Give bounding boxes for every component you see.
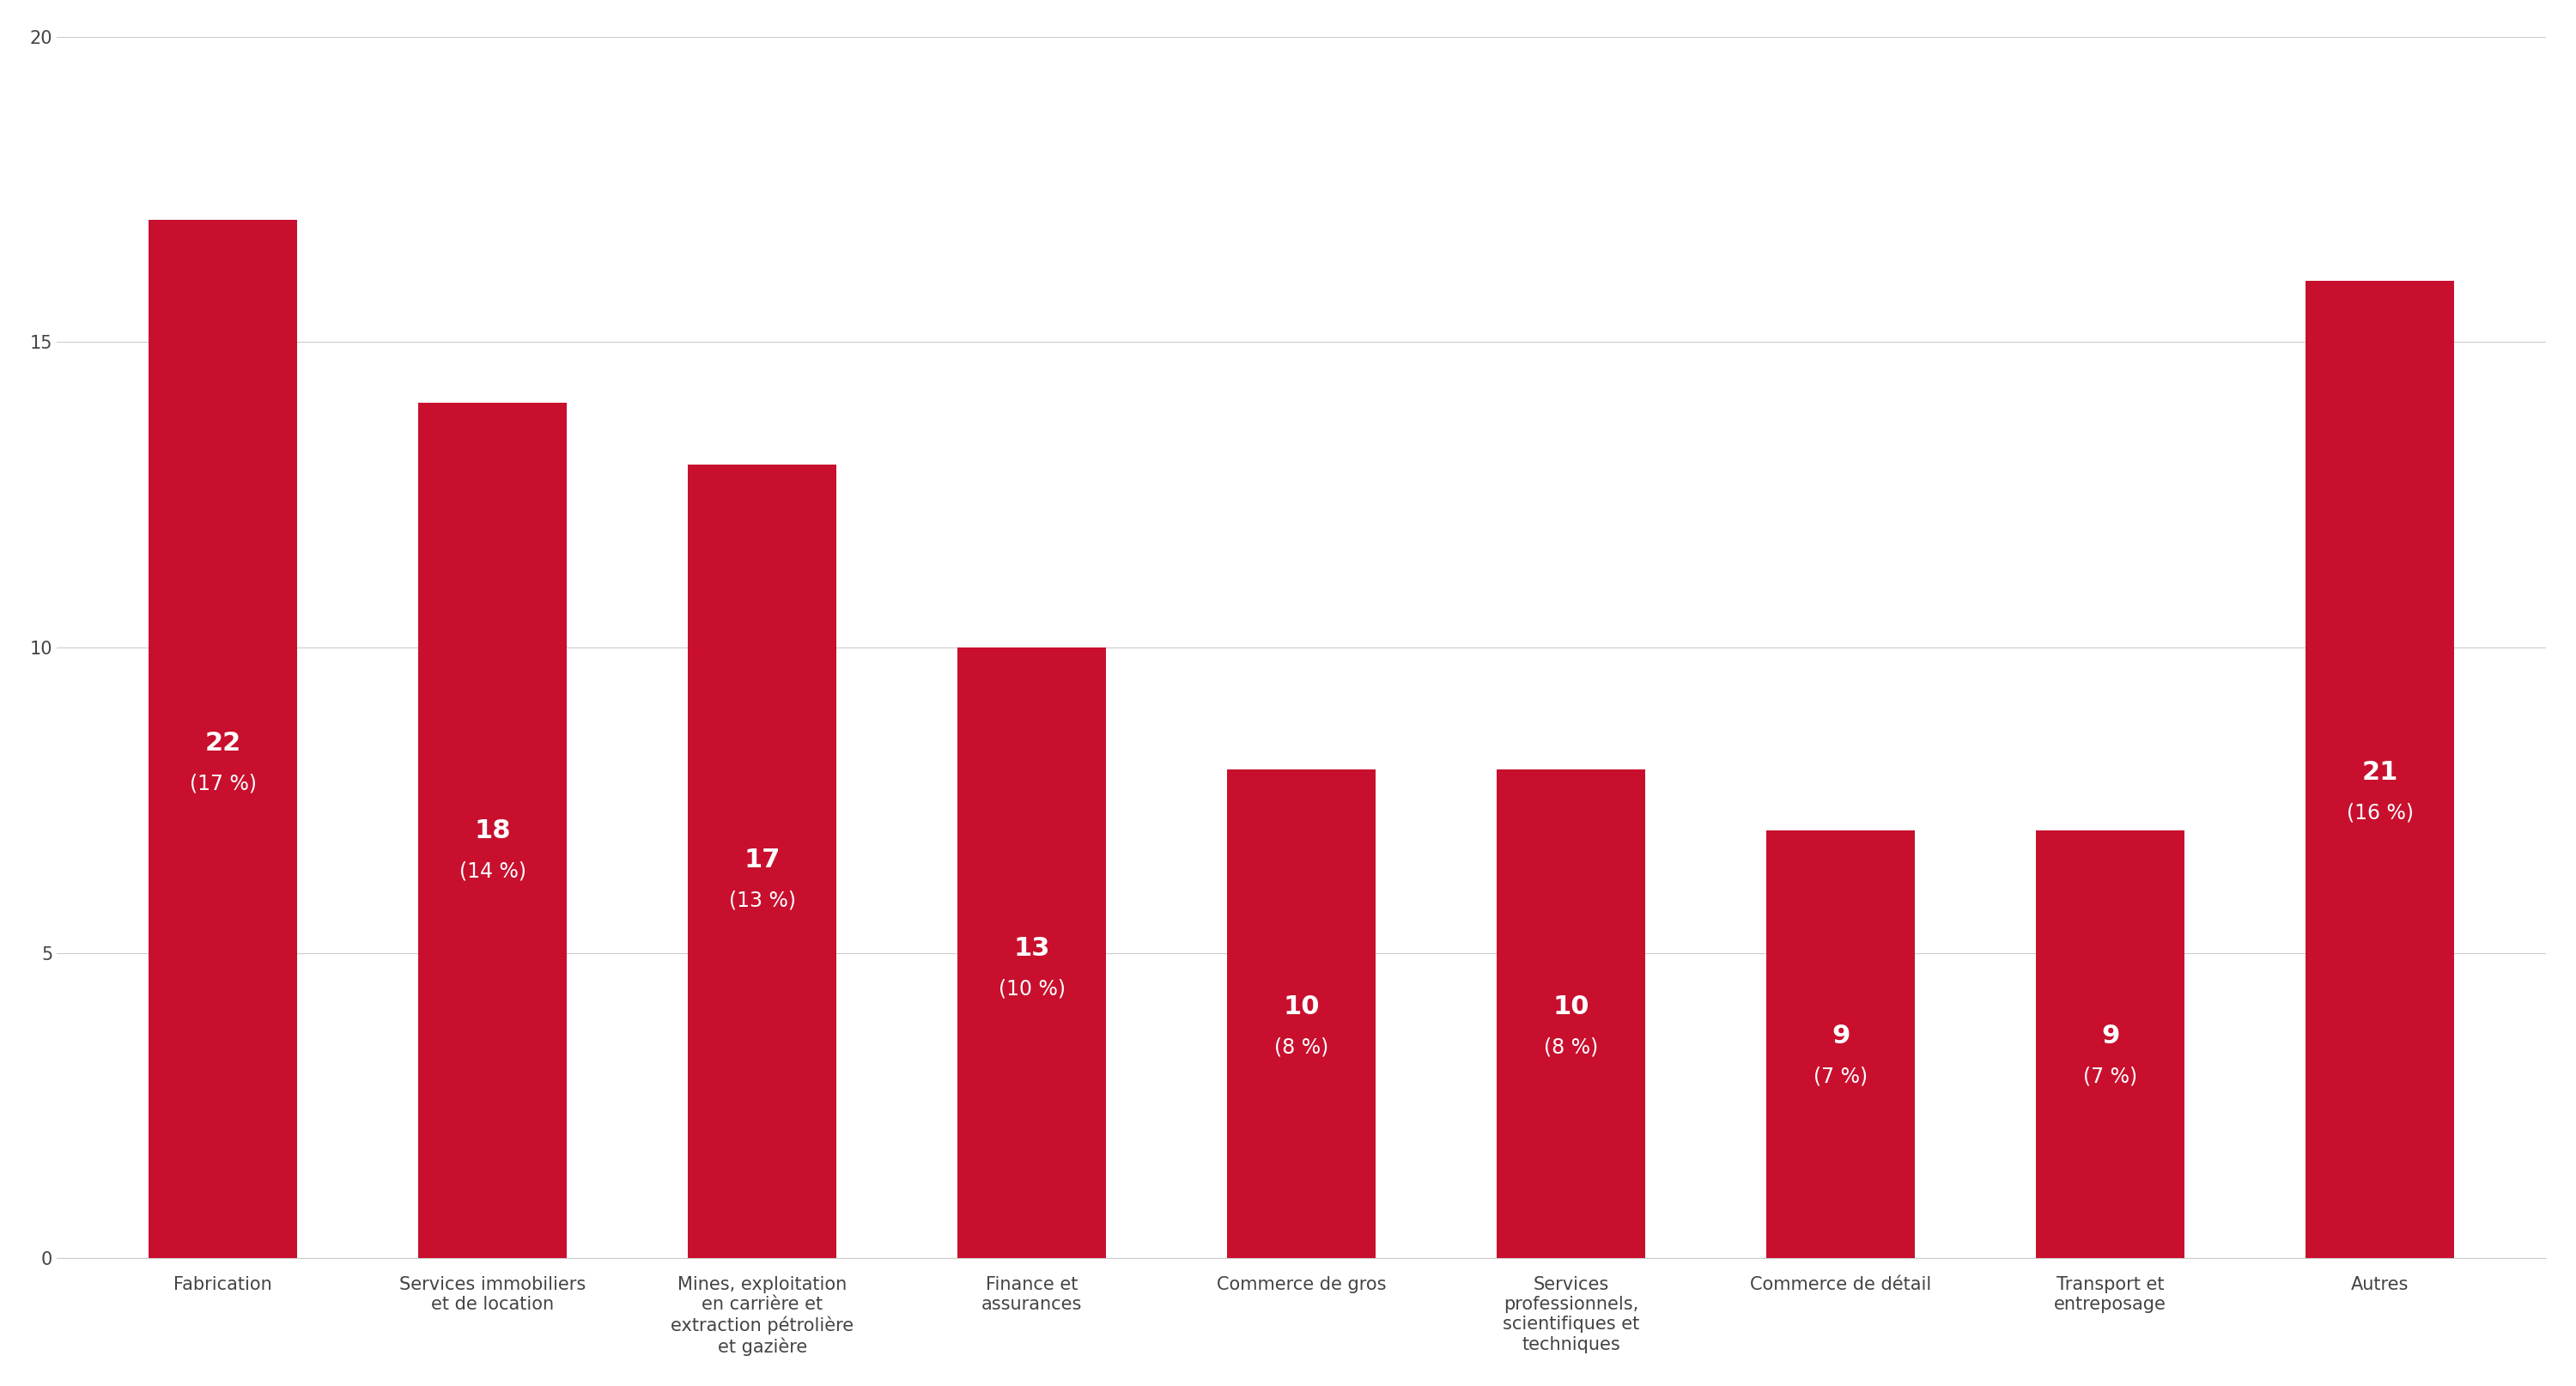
Text: (17 %): (17 %) (191, 773, 258, 794)
Text: (16 %): (16 %) (2347, 802, 2414, 823)
Bar (1226, 769, 1376, 1258)
Text: 13: 13 (1015, 936, 1051, 960)
Bar (417, 403, 567, 1258)
Text: (14 %): (14 %) (459, 861, 526, 881)
Bar (2035, 830, 2184, 1258)
Text: 17: 17 (744, 848, 781, 873)
Text: 9: 9 (2102, 1024, 2120, 1049)
Text: 9: 9 (1832, 1024, 1850, 1049)
Text: (8 %): (8 %) (1275, 1037, 1329, 1058)
Bar (1497, 769, 1646, 1258)
Text: 10: 10 (1283, 995, 1319, 1019)
Bar (1767, 830, 1914, 1258)
Bar (688, 464, 837, 1258)
Text: 18: 18 (474, 819, 510, 844)
Bar (2306, 281, 2455, 1258)
Text: 22: 22 (206, 730, 242, 755)
Text: (7 %): (7 %) (2084, 1066, 2138, 1087)
Bar (958, 647, 1105, 1258)
Text: 10: 10 (1553, 995, 1589, 1019)
Text: (7 %): (7 %) (1814, 1066, 1868, 1087)
Text: (10 %): (10 %) (999, 979, 1066, 999)
Text: 21: 21 (2362, 760, 2398, 784)
Bar (149, 220, 296, 1258)
Text: (13 %): (13 %) (729, 890, 796, 911)
Text: (8 %): (8 %) (1543, 1037, 1597, 1058)
